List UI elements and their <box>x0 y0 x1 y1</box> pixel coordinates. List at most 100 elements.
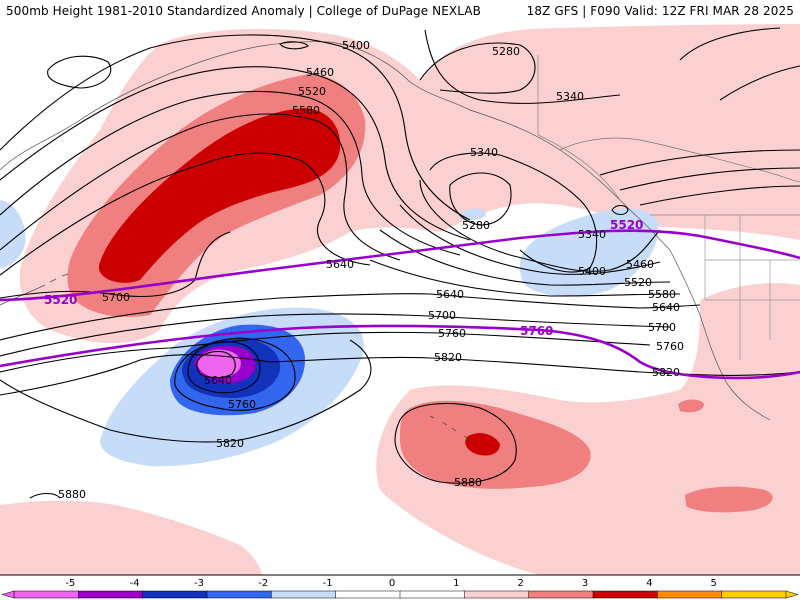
header-run-info: 18Z GFS | F090 Valid: 12Z FRI MAR 28 202… <box>526 4 794 18</box>
contour-ne-bundle-1 <box>599 149 800 176</box>
contour-5820-south <box>0 339 372 443</box>
colorbar <box>1 590 799 599</box>
coastline-alaska <box>0 41 671 251</box>
label-5820-a: 5820 <box>434 351 462 364</box>
colorbar-left-arrow <box>1 590 15 599</box>
colorbar-tick-label: 1 <box>453 578 459 589</box>
label-5520-a: 5520 <box>298 85 326 98</box>
colorbar-tick-label: -5 <box>65 578 75 589</box>
label-5760-b: 5760 <box>656 340 684 353</box>
anomaly-minus1-small <box>462 208 486 221</box>
contour-ring-ne <box>611 204 629 216</box>
contour-5580-gulf <box>369 259 681 297</box>
colorbar-tick-label: -2 <box>258 578 268 589</box>
reference-contour-5760 <box>0 324 800 380</box>
ref-label-5520-east: 5520 <box>610 218 643 232</box>
label-5340-c: 5340 <box>578 228 606 241</box>
contour-ne-bundle-2 <box>619 167 800 191</box>
anomaly-plus1-north <box>19 24 800 344</box>
contour-5880-southwest <box>29 492 61 499</box>
label-5760-c: 5760 <box>228 398 256 411</box>
colorbar-segment <box>721 590 787 599</box>
contour-5520-gulf <box>379 229 671 286</box>
colorbar-tick-label: 2 <box>517 578 523 589</box>
reference-labels: 5520 5520 5760 <box>44 218 643 338</box>
anomaly-plus3-subtropical <box>465 433 500 456</box>
canada-coast <box>559 137 800 183</box>
label-5280-b: 5280 <box>462 219 490 232</box>
contour-5820-mid <box>0 354 800 396</box>
contour-ne-bundle-5 <box>719 65 800 101</box>
anomaly-plus2-east-blob <box>685 486 773 513</box>
label-5580-b: 5580 <box>648 288 676 301</box>
contour-5280-gulf <box>449 172 512 226</box>
contour-5760-mid <box>0 331 651 373</box>
contour-5340-gulf <box>429 152 598 273</box>
ref-label-5520-west: 5520 <box>44 293 77 307</box>
label-5700-c: 5700 <box>428 309 456 322</box>
height-contours <box>0 27 800 499</box>
geography-lines <box>0 41 800 443</box>
contour-5880-hawaii <box>394 403 517 484</box>
label-5760-a: 5760 <box>438 327 466 340</box>
contour-ne-bundle-4 <box>679 27 781 61</box>
contour-small-ak <box>279 41 309 50</box>
contour-5700-mid <box>0 313 671 357</box>
colorbar-tick-label: 0 <box>389 578 395 589</box>
colorbar-tick-labels: -5 -4 -3 -2 -1 0 1 2 3 4 5 <box>65 578 717 589</box>
hawaii-islands <box>429 415 473 443</box>
colorbar-segment <box>399 590 466 599</box>
colorbar-segment <box>464 590 530 599</box>
label-5460-a: 5460 <box>306 66 334 79</box>
colorbar-tick-label: 3 <box>582 578 588 589</box>
contour-5640-north <box>0 152 371 276</box>
colorbar-right-arrow <box>785 590 799 599</box>
label-5640-a: 5640 <box>652 301 680 314</box>
label-5520-b: 5520 <box>624 276 652 289</box>
label-5820-b: 5820 <box>216 437 244 450</box>
colorbar-segment <box>206 590 273 599</box>
colorbar-segment <box>657 590 723 599</box>
contour-5700-north <box>0 231 231 299</box>
ref-label-5760: 5760 <box>520 324 553 338</box>
label-5880-a: 5880 <box>454 476 482 489</box>
colorbar-tick-label: -3 <box>194 578 204 589</box>
colorbar-segment <box>528 590 594 599</box>
contour-5400-north <box>0 34 471 221</box>
contour-5580-north <box>0 113 401 261</box>
contour-labels: 5400 5460 5520 5580 5280 5340 5340 5280 … <box>58 39 684 501</box>
label-5340-a: 5340 <box>556 90 584 103</box>
label-5640-d: 5640 <box>204 374 232 387</box>
contour-closed-low-north <box>47 55 112 89</box>
contour-5340-alaska <box>424 29 621 104</box>
label-5580-a: 5580 <box>292 104 320 117</box>
label-5820-c: 5820 <box>652 366 680 379</box>
colorbar-segment <box>592 590 659 599</box>
colorbar-tick-label: -1 <box>323 578 333 589</box>
colorbar-segment <box>13 590 80 599</box>
label-5460-b: 5460 <box>626 258 654 271</box>
contour-5640-cutoff <box>195 350 236 379</box>
anomaly-shading <box>0 24 800 575</box>
colorbar-segment <box>78 590 144 599</box>
header-title: 500mb Height 1981-2010 Standardized Anom… <box>6 4 481 18</box>
colorbar-tick-label: 4 <box>646 578 652 589</box>
coastline-westcoast <box>669 249 771 421</box>
contour-5460-north <box>0 66 471 241</box>
contour-5760-cutoff <box>174 337 296 411</box>
anomaly-plus2-east-small <box>678 399 704 413</box>
label-5340-b: 5340 <box>470 146 498 159</box>
colorbar-segment <box>335 590 401 599</box>
anomaly-plus1-southwest <box>0 500 262 575</box>
label-5400-a: 5400 <box>342 39 370 52</box>
reference-contour-5520 <box>0 229 800 302</box>
anomaly-minus1-west-edge <box>0 200 26 268</box>
border-canada-us <box>537 55 800 216</box>
label-5880-b: 5880 <box>58 488 86 501</box>
label-5700-b: 5700 <box>102 291 130 304</box>
colorbar-tick-label: -4 <box>130 578 140 589</box>
label-5280-a: 5280 <box>492 45 520 58</box>
contour-5400-gulf <box>419 179 661 272</box>
colorbar-tick-label: 5 <box>710 578 716 589</box>
